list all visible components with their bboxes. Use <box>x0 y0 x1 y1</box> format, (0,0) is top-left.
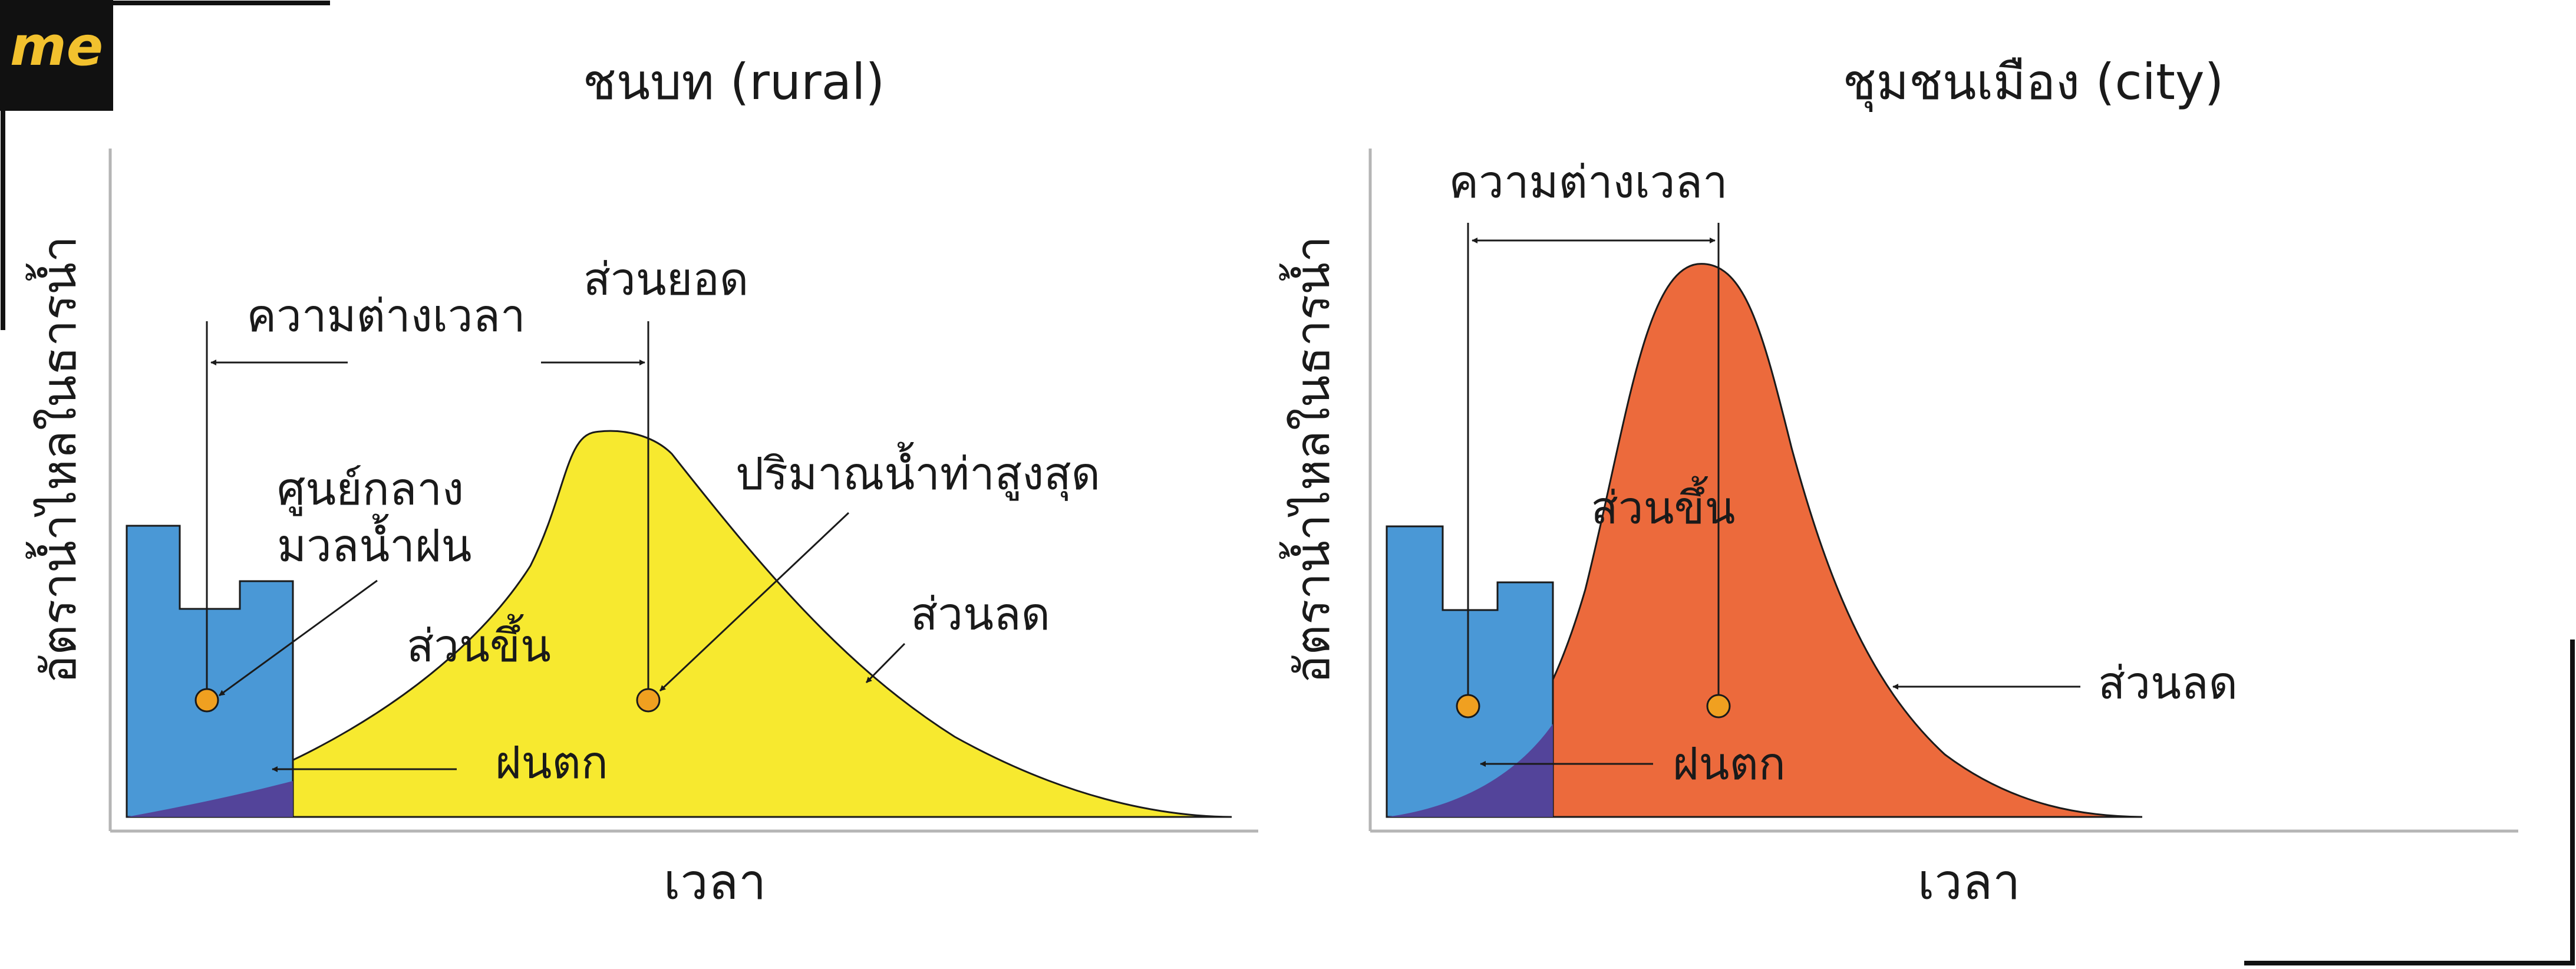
logo: me <box>0 0 113 111</box>
city-rain-overlap <box>1387 724 1553 817</box>
rural-centroid-label-line2: มวลน้ำฝน <box>277 513 471 572</box>
rural-peak-flow-arrow <box>659 512 850 692</box>
rural-lag-label: ความต่างเวลา <box>246 289 525 342</box>
city-rising-label: ส่วนขึ้น <box>1591 476 1736 534</box>
rural-rain-label: ฝนตก <box>495 736 608 789</box>
rural-falling-label: ส่วนลด <box>911 588 1050 640</box>
city-rain-centroid-dot <box>1456 694 1480 718</box>
rural-rain-overlap <box>127 781 293 817</box>
city-title: ชุมชนเมือง (city) <box>1843 53 2224 113</box>
city-rain-label: ฝนตก <box>1673 737 1786 790</box>
logo-background <box>0 0 113 111</box>
city-lag-label: ความต่างเวลา <box>1449 156 1727 208</box>
city-y-axis-label: อัตราน้ำไหลในธารน้ำ <box>1279 236 1340 684</box>
rural-hydrograph <box>126 430 1232 818</box>
rural-panel: ชนบท (rural) ความต่างเวลา ส่วนยอด ศูนย์ก… <box>25 53 1258 911</box>
rural-rain-centroid-dot <box>194 688 219 713</box>
rural-peak-centroid-dot <box>636 688 661 713</box>
rural-centroid-arrow <box>219 579 378 697</box>
rural-peak-flow-label: ปริมาณน้ำท่าสูงสุด <box>735 441 1100 501</box>
rural-rising-label: ส่วนขึ้น <box>407 614 551 672</box>
rural-y-axis-label: อัตราน้ำไหลในธารน้ำ <box>25 236 87 684</box>
city-x-axis-label: เวลา <box>1918 853 2021 911</box>
city-hydrograph <box>1386 263 2143 818</box>
logo-text: me <box>10 15 103 78</box>
city-panel: ชุมชนเมือง (city) ความต่างเวลา ส่วนขึ้น … <box>1279 53 2518 911</box>
rural-title: ชนบท (rural) <box>583 53 885 111</box>
rural-rainfall-bars <box>126 525 294 818</box>
city-falling-label: ส่วนลด <box>2098 657 2238 709</box>
city-peak-centroid-dot <box>1706 694 1731 718</box>
rural-x-axis-label: เวลา <box>664 853 767 911</box>
rural-centroid-label-line1: ศูนย์กลาง <box>277 463 464 516</box>
rural-peak-label: ส่วนยอด <box>583 253 749 305</box>
rural-falling-arrow <box>865 642 906 684</box>
